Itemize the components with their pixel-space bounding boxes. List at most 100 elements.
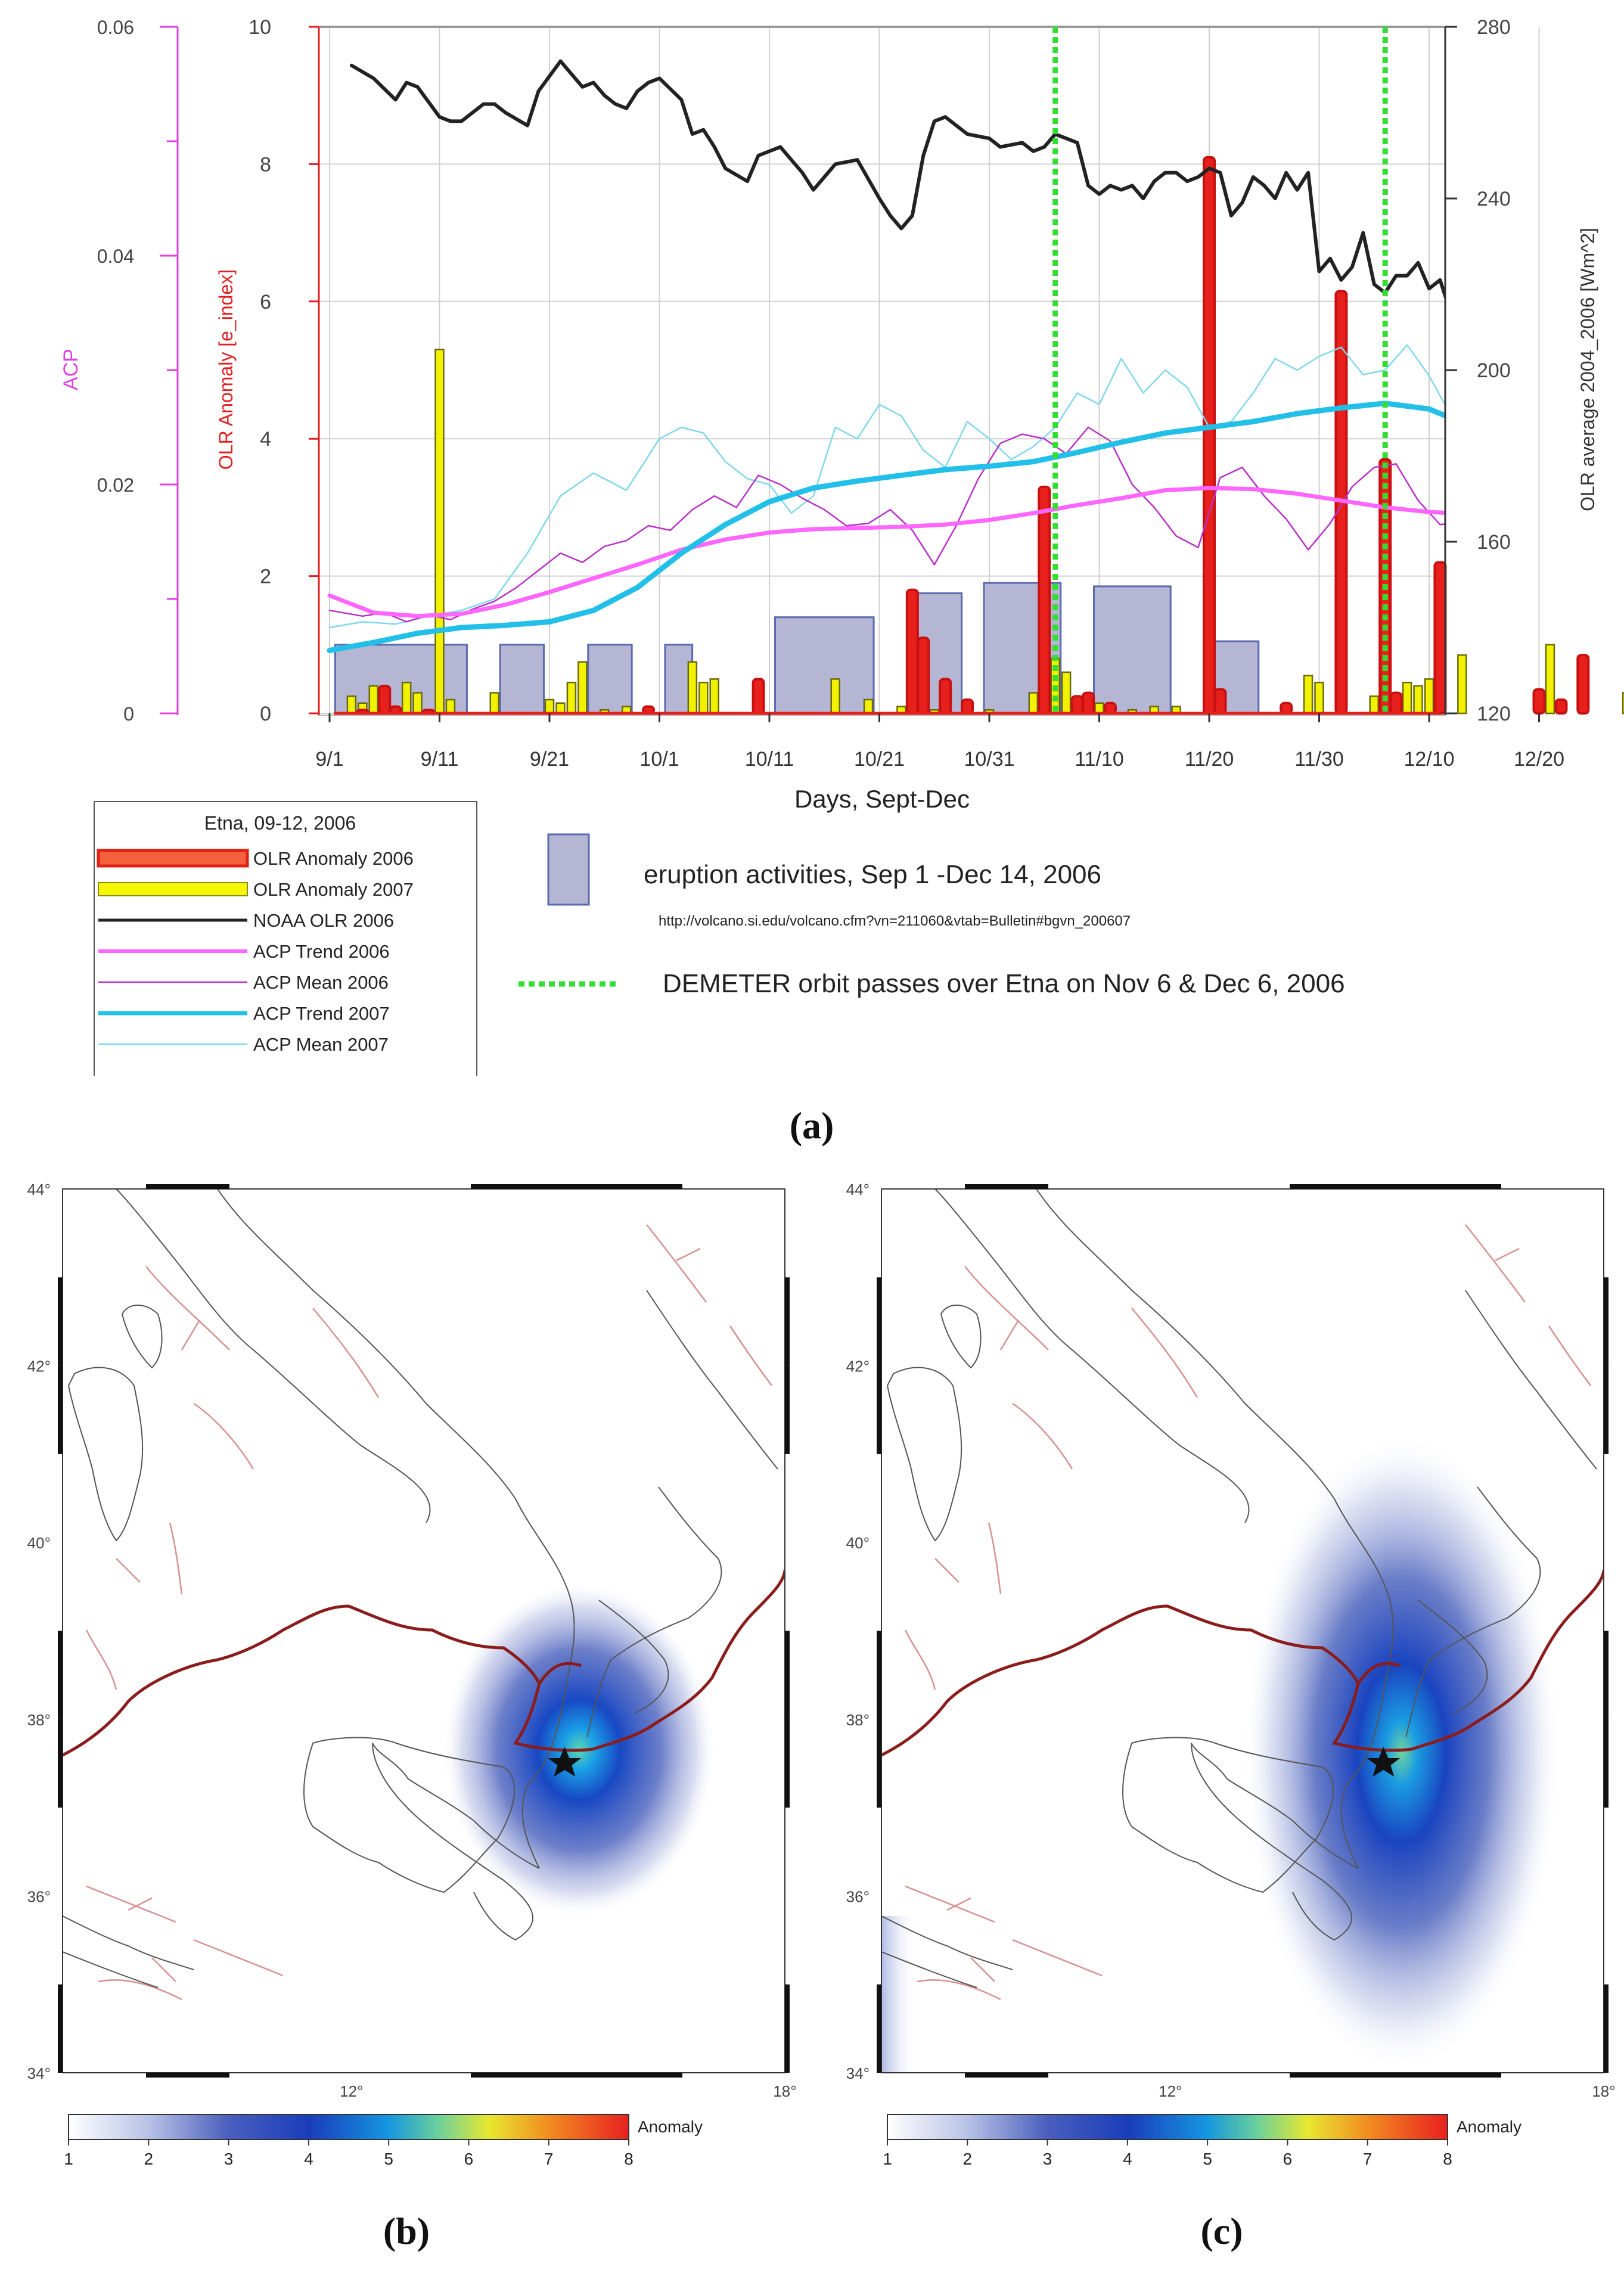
olr-anomaly-tick-label-1: 2 bbox=[260, 566, 271, 588]
series-noaa-olr-2006 bbox=[349, 59, 1445, 302]
olr-2007-bar-0 bbox=[346, 695, 357, 715]
lon-label-1: 18° bbox=[1592, 2082, 1615, 2100]
eruption-box-1 bbox=[499, 644, 545, 715]
map-content bbox=[881, 1189, 1604, 2073]
map-panel-c: 34° 36° 38° 40° 42° 44° 12° 18° Anomaly 1 2 3 4 5 6 7 8 bbox=[846, 1181, 1616, 2168]
colorbar bbox=[887, 2114, 1448, 2140]
olr-2007-bar-10 bbox=[566, 681, 577, 715]
series-acp-trend-2007 bbox=[327, 400, 1445, 653]
lat-label-2: 38° bbox=[27, 1711, 51, 1729]
border-top-seg-1 bbox=[471, 1184, 682, 1189]
border-left-seg-3 bbox=[877, 1365, 881, 1454]
x-tick-label-10: 12/10 bbox=[1403, 748, 1454, 771]
lon-label-0: 12° bbox=[340, 2082, 363, 2100]
map-content bbox=[63, 1189, 785, 2001]
legend-label-4: ACP Mean 2006 bbox=[253, 972, 389, 993]
colorbar-tick-label-5: 6 bbox=[1283, 2150, 1293, 2168]
demeter-lines bbox=[1052, 27, 1388, 713]
plot-area bbox=[318, 26, 1446, 716]
lat-label-2: 38° bbox=[846, 1711, 870, 1729]
olr-2006-bar-10 bbox=[1038, 485, 1051, 715]
eruption-box-4 bbox=[774, 616, 875, 715]
lat-label-0: 34° bbox=[846, 2064, 870, 2082]
colorbar-tick-label-1: 2 bbox=[962, 2150, 972, 2168]
legend-swatch-1 bbox=[98, 882, 248, 896]
olr-anomaly-axis-label: OLR Anomaly [e_index] bbox=[215, 269, 237, 470]
olr-2006-bar-8 bbox=[939, 678, 952, 715]
colorbar-tick-label-6: 7 bbox=[544, 2150, 554, 2168]
border-left-seg-3 bbox=[58, 1365, 63, 1454]
olr-2007-bar-8 bbox=[544, 698, 555, 715]
olr-anomaly-tick-label-5: 10 bbox=[249, 16, 271, 39]
border-top-seg-0 bbox=[146, 1184, 229, 1189]
legend-label-1: OLR Anomaly 2007 bbox=[253, 879, 414, 900]
acp-tick-label-0: 0 bbox=[123, 703, 134, 725]
olr-2006-bar-15 bbox=[1213, 688, 1227, 715]
fault-lines bbox=[904, 1224, 1592, 2001]
olr-2006-bar-7 bbox=[917, 636, 930, 715]
lat-label-5: 44° bbox=[27, 1181, 51, 1198]
legend-demeter-text: DEMETER orbit passes over Etna on Nov 6 … bbox=[663, 969, 1345, 998]
border-bottom-seg-0 bbox=[965, 2073, 1048, 2078]
olr-2006-bar-19 bbox=[1389, 691, 1403, 715]
lat-label-4: 42° bbox=[27, 1358, 51, 1375]
eruption-box-2 bbox=[587, 644, 633, 715]
olr-2007-bar-7 bbox=[489, 692, 499, 715]
axis-ticks: 0 0.02 0.04 0.06 0 2 4 6 8 10 120 160 200 240 280 9/1 9/… bbox=[97, 16, 1624, 771]
coastline bbox=[63, 1189, 778, 1988]
lat-label-1: 36° bbox=[846, 1887, 870, 1905]
olr-2007-bar-15 bbox=[698, 681, 709, 715]
x-tick-label-4: 10/11 bbox=[745, 748, 794, 771]
olr-2006-bar-13 bbox=[1103, 701, 1117, 715]
olr-2007-bar-18 bbox=[863, 698, 874, 715]
legend-swatch-0 bbox=[97, 849, 249, 868]
anomaly-edge bbox=[881, 1916, 917, 2073]
acp-tick-label-2: 0.04 bbox=[97, 246, 134, 267]
olr-anomaly-tick-label-3: 6 bbox=[260, 291, 271, 313]
border-right-seg-3 bbox=[785, 1365, 790, 1454]
olr-2007-bar-11 bbox=[577, 661, 588, 715]
olr-2006-bar-16 bbox=[1280, 701, 1293, 715]
olr-2007-bar-37 bbox=[1457, 654, 1467, 715]
colorbar-tick-label-0: 1 bbox=[64, 2150, 73, 2168]
lon-label-1: 18° bbox=[773, 2082, 796, 2100]
colorbar-tick-label-1: 2 bbox=[144, 2150, 153, 2168]
legend-label-6: ACP Mean 2007 bbox=[253, 1034, 389, 1055]
fault-lines bbox=[85, 1224, 773, 2001]
x-tick-label-3: 10/1 bbox=[639, 748, 679, 771]
colorbar-tick-label-3: 4 bbox=[1123, 2150, 1132, 2168]
lat-label-3: 40° bbox=[846, 1534, 870, 1552]
legend-entries: OLR Anomaly 2006 OLR Anomaly 2007 NOAA OLR… bbox=[97, 848, 414, 1055]
border-left-seg-4 bbox=[58, 1277, 63, 1366]
x-tick-label-6: 10/31 bbox=[964, 748, 1014, 771]
lat-label-3: 40° bbox=[27, 1534, 51, 1552]
border-top-seg-0 bbox=[965, 1184, 1048, 1189]
x-axis-label: Days, Sept-Dec bbox=[794, 785, 970, 813]
olr-2007-bar-5 bbox=[434, 349, 445, 715]
epicenter-star-icon bbox=[1367, 1746, 1401, 1777]
olr-2007-bar-25 bbox=[1061, 671, 1072, 715]
colorbar-tick-label-2: 3 bbox=[1043, 2150, 1052, 2168]
olr-2007-bar-23 bbox=[1028, 692, 1039, 715]
olr-2007-bar-3 bbox=[401, 681, 412, 715]
olr-2006-bar-14 bbox=[1203, 156, 1216, 715]
border-right-seg-3 bbox=[1604, 1365, 1609, 1454]
colorbar-tick-label-4: 5 bbox=[1203, 2150, 1212, 2168]
border-left-seg-2 bbox=[877, 1631, 881, 1719]
olr-average-tick-label-3: 240 bbox=[1477, 188, 1511, 210]
olr-2007-bar-14 bbox=[687, 661, 698, 715]
x-tick-label-5: 10/21 bbox=[854, 748, 905, 771]
colorbar-label: Anomaly bbox=[1457, 2117, 1521, 2136]
x-tick-label-2: 9/21 bbox=[530, 748, 569, 771]
olr-2007-bar-34 bbox=[1402, 681, 1412, 715]
olr-2006-bar-1 bbox=[378, 684, 392, 715]
coastline bbox=[881, 1189, 1597, 1988]
lon-label-0: 12° bbox=[1159, 2082, 1182, 2100]
lat-label-5: 44° bbox=[846, 1181, 870, 1198]
border-top-seg-1 bbox=[1290, 1184, 1501, 1189]
olr-2006-bar-20 bbox=[1433, 561, 1447, 715]
colorbar-tick-label-2: 3 bbox=[224, 2150, 234, 2168]
acp-tick-label-3: 0.06 bbox=[97, 17, 134, 38]
